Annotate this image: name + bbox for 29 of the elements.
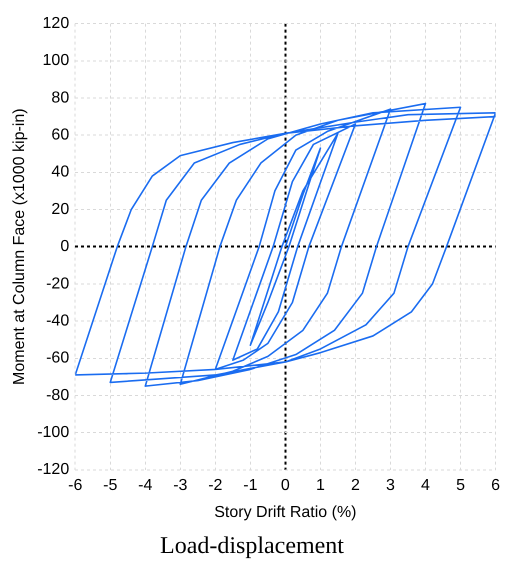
y-tick-label: 60 bbox=[51, 126, 70, 144]
y-tick-label: 0 bbox=[60, 238, 70, 256]
x-axis-title: Story Drift Ratio (%) bbox=[214, 504, 357, 522]
y-tick-label: 40 bbox=[51, 164, 70, 181]
y-tick-label: -120 bbox=[37, 461, 70, 478]
x-tick-label: -6 bbox=[68, 476, 82, 494]
text: Load-displacement bbox=[160, 532, 344, 559]
x-tick-label: 6 bbox=[491, 476, 500, 494]
y-tick-label: -60 bbox=[46, 350, 70, 367]
x-tick-label: 4 bbox=[421, 476, 430, 494]
y-tick-label: 20 bbox=[51, 200, 70, 218]
x-tick-label: -1 bbox=[243, 476, 258, 494]
y-tick-label: -80 bbox=[46, 386, 70, 404]
x-tick-label: 1 bbox=[316, 476, 325, 494]
x-tick-label: -3 bbox=[173, 476, 188, 494]
x-tick-label: 5 bbox=[456, 476, 466, 494]
y-tick-label: 100 bbox=[42, 52, 70, 70]
y-tick-label: -20 bbox=[46, 275, 70, 292]
x-tick-label: 3 bbox=[386, 476, 396, 494]
x-tick-label: 0 bbox=[280, 476, 290, 494]
y-tick-label: 120 bbox=[42, 15, 70, 32]
x-tick-label: -4 bbox=[138, 476, 152, 494]
y-tick-label: -40 bbox=[46, 312, 70, 330]
y-tick-label: 80 bbox=[51, 89, 70, 106]
y-tick-label: -100 bbox=[37, 424, 70, 442]
x-tick-label: -5 bbox=[103, 476, 118, 494]
y-axis-title: Moment at Column Face (x1000 kip-in) bbox=[11, 108, 28, 385]
x-tick-label: 2 bbox=[350, 476, 360, 494]
x-tick-label: -2 bbox=[208, 476, 223, 494]
